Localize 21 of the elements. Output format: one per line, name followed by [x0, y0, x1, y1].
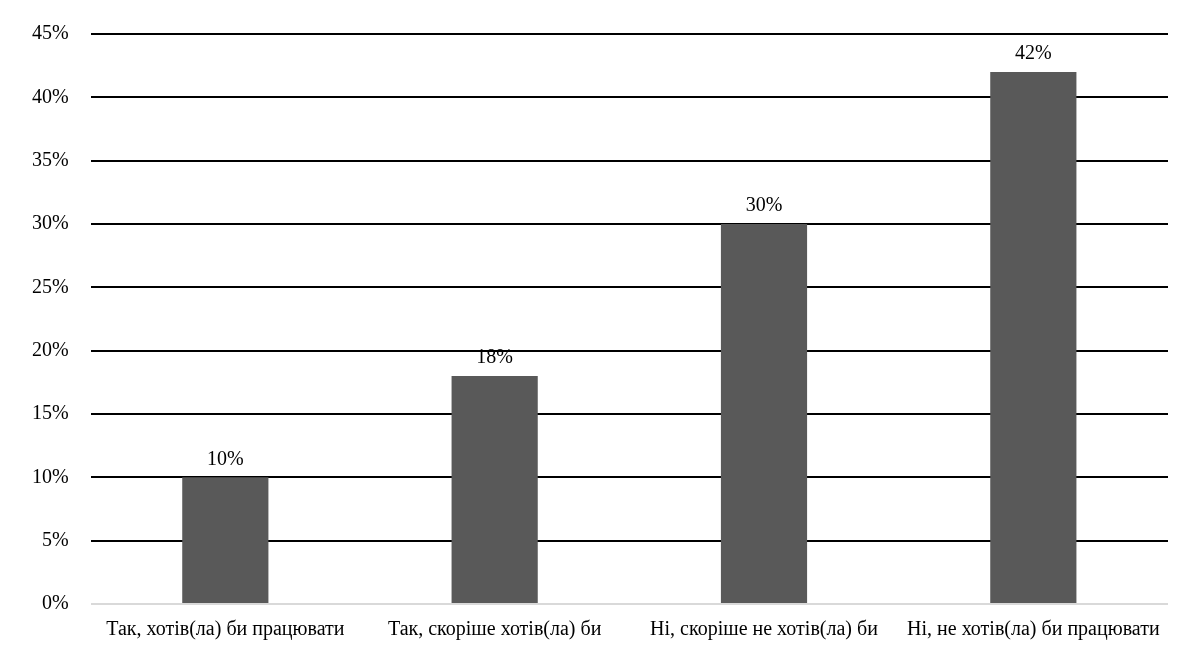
y-tick-label: 0% — [41, 591, 69, 614]
bar — [720, 224, 808, 603]
bar — [451, 376, 538, 603]
y-tick-label: 45% — [31, 21, 69, 44]
bar — [182, 477, 269, 603]
y-tick-label: 20% — [31, 337, 69, 360]
y-tick-label: 40% — [31, 84, 69, 107]
y-tick-label: 25% — [31, 274, 69, 297]
x-tick-label: Ні, скоріше не хотів(ла) би — [650, 617, 879, 641]
data-label: 42% — [1015, 41, 1052, 64]
bar — [990, 72, 1077, 603]
y-tick-label: 30% — [31, 211, 69, 234]
x-tick-label: Ні, не хотів(ла) би працювати — [907, 617, 1160, 641]
y-tick-label: 15% — [31, 401, 69, 424]
data-label: 10% — [206, 446, 244, 469]
data-label: 30% — [745, 193, 783, 216]
y-tick-label: 10% — [31, 464, 69, 487]
x-tick-label: Так, скоріше хотів(ла) би — [387, 617, 602, 641]
y-tick-label: 5% — [41, 527, 69, 550]
y-tick-label: 35% — [31, 147, 69, 170]
x-tick-label: Так, хотів(ла) би працювати — [106, 617, 345, 641]
